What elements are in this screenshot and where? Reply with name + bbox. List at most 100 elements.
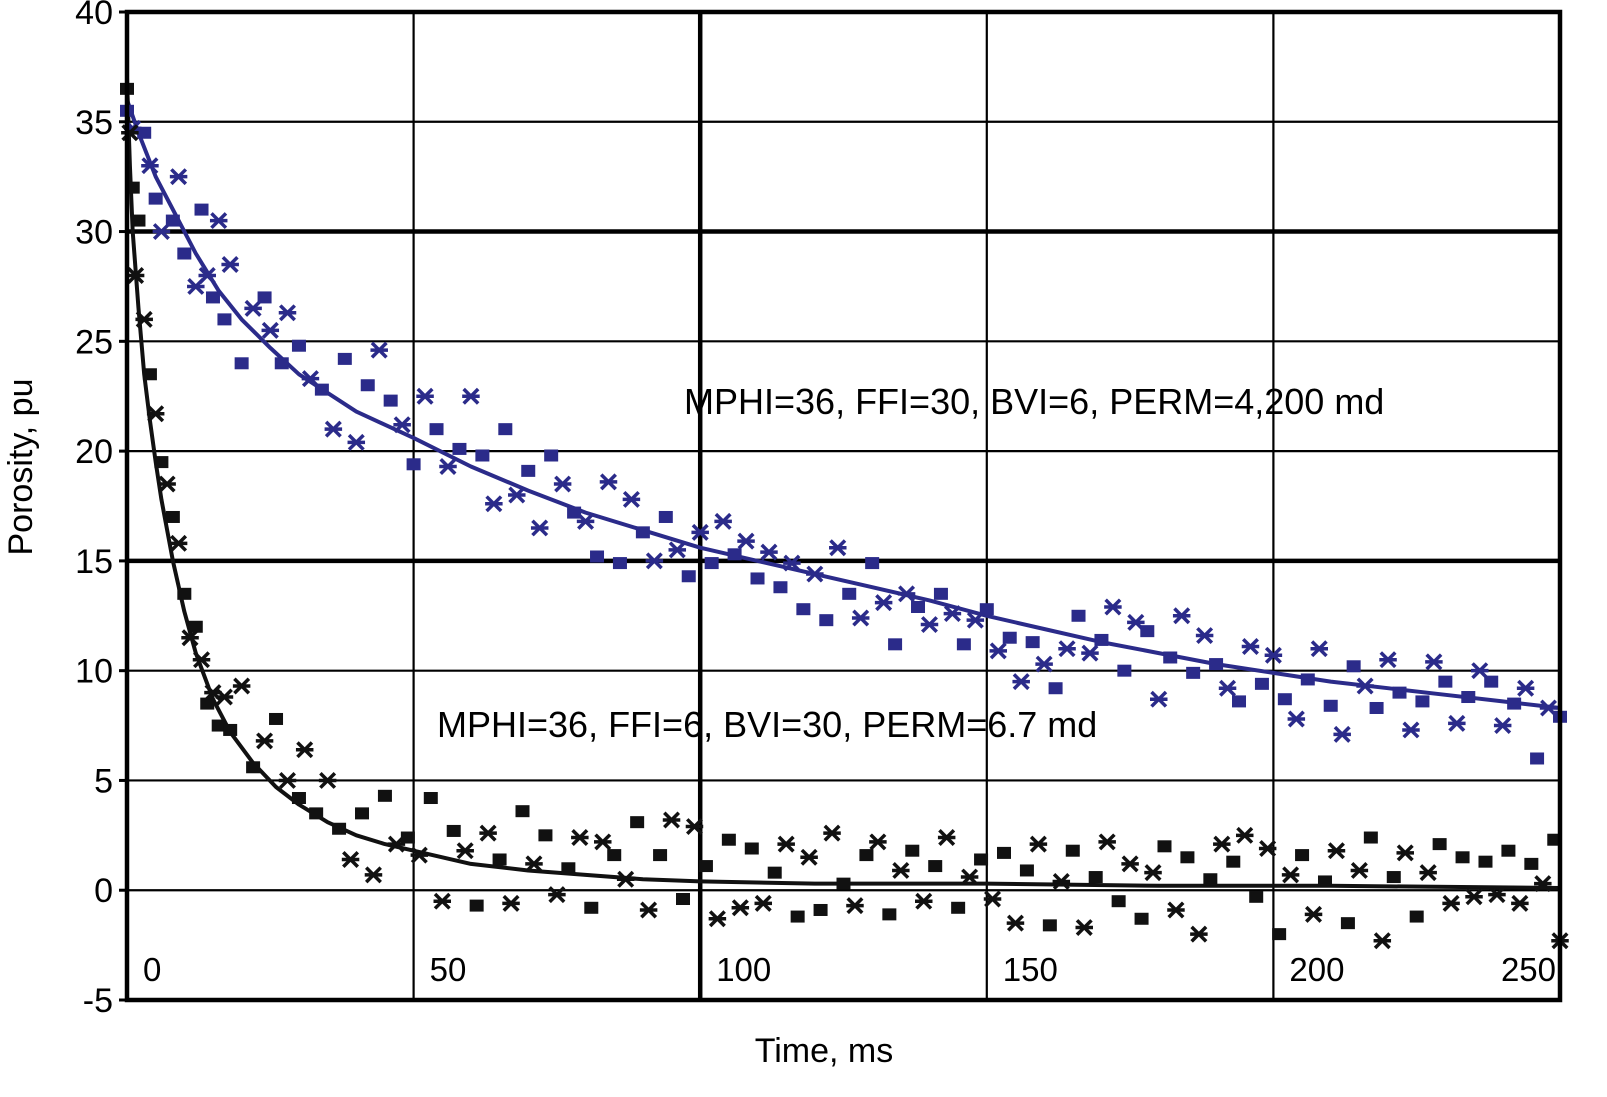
point-s1-76	[859, 849, 874, 862]
point-s0-5	[152, 223, 171, 241]
point-s0-131	[1539, 699, 1558, 717]
point-s0-51	[622, 490, 641, 508]
point-s0-29	[370, 341, 388, 359]
point-s1-5	[135, 310, 153, 328]
point-s1-85	[960, 868, 979, 886]
point-s1-31	[341, 851, 360, 868]
point-s1-32	[355, 807, 370, 820]
point-s0-43	[530, 519, 549, 537]
y-tick-label-7: 5	[94, 762, 113, 800]
point-s1-117	[1327, 842, 1346, 860]
point-s0-105	[1241, 638, 1260, 655]
point-s0-87	[1035, 655, 1053, 673]
point-s1-77	[869, 833, 887, 851]
point-s0-18	[257, 291, 272, 304]
point-s0-121	[1425, 653, 1443, 671]
point-s0-6	[165, 214, 180, 227]
point-s1-129	[1465, 888, 1483, 906]
point-s1-128	[1455, 851, 1470, 864]
point-s1-43	[479, 824, 497, 842]
point-s1-110	[1249, 890, 1264, 903]
point-s0-10	[194, 203, 209, 216]
point-s1-135	[1534, 875, 1552, 893]
point-s1-81	[914, 892, 933, 910]
point-s1-3	[126, 266, 145, 284]
point-s0-71	[851, 609, 870, 627]
point-s1-88	[996, 846, 1011, 859]
point-s1-40	[446, 824, 461, 837]
point-s0-116	[1369, 701, 1384, 714]
point-s1-25	[278, 771, 297, 789]
data-points	[120, 82, 1569, 950]
point-s0-66	[796, 603, 811, 616]
point-s1-127	[1442, 894, 1460, 912]
point-s0-119	[1402, 721, 1420, 739]
point-s1-109	[1235, 826, 1254, 844]
point-s1-120	[1363, 831, 1378, 844]
y-tick-label-9: -5	[83, 982, 113, 1020]
point-s0-114	[1346, 660, 1361, 673]
point-s1-38	[423, 792, 438, 805]
point-s1-119	[1350, 861, 1369, 879]
point-s0-79	[943, 605, 962, 623]
point-s0-112	[1323, 699, 1338, 712]
point-s0-47	[576, 512, 595, 530]
point-s1-102	[1157, 840, 1172, 853]
point-s1-101	[1144, 864, 1162, 882]
point-s1-78	[882, 908, 897, 921]
y-tick-label-4: 20	[75, 433, 113, 471]
point-s1-53	[594, 833, 612, 851]
point-s0-128	[1507, 697, 1522, 710]
point-s0-75	[897, 585, 916, 603]
point-s1-18	[211, 719, 226, 732]
point-s0-15	[221, 256, 239, 273]
point-s1-52	[584, 901, 599, 914]
point-s0-14	[217, 313, 232, 326]
point-s0-96	[1140, 625, 1155, 638]
point-s1-98	[1111, 895, 1126, 908]
point-s0-55	[668, 541, 687, 559]
point-s0-35	[439, 458, 457, 475]
point-s0-39	[485, 495, 503, 513]
point-s0-68	[819, 614, 834, 627]
point-s0-3	[141, 157, 159, 175]
point-s1-8	[154, 456, 169, 469]
point-s0-99	[1172, 607, 1191, 625]
point-s0-85	[1012, 673, 1030, 691]
point-s0-115	[1356, 677, 1374, 695]
point-s1-80	[905, 844, 920, 857]
point-s1-47	[525, 855, 543, 873]
point-s0-13	[209, 212, 228, 230]
point-s1-11	[169, 534, 188, 552]
y-tick-label-0: 40	[75, 0, 113, 32]
point-s0-103	[1218, 679, 1237, 697]
y-tick-label-8: 0	[94, 872, 113, 910]
point-s1-60	[676, 893, 691, 906]
point-s0-92	[1094, 633, 1109, 646]
y-tick-labels: 40 35 30 25 20 15 10 5 0 -5	[75, 0, 127, 1020]
point-s0-67	[806, 565, 824, 583]
point-s0-16	[234, 357, 249, 370]
point-s1-27	[295, 741, 314, 759]
point-s1-4	[131, 214, 146, 227]
point-s1-51	[571, 829, 589, 847]
x-tick-labels: 0 50 100 150 200 250	[143, 951, 1556, 988]
point-s1-34	[377, 789, 392, 802]
point-s0-72	[865, 557, 880, 570]
point-s1-124	[1409, 910, 1424, 923]
point-s0-23	[301, 370, 320, 388]
point-s0-113	[1333, 725, 1351, 743]
point-s0-126	[1484, 675, 1499, 688]
point-s0-129	[1516, 679, 1535, 697]
point-s1-108	[1226, 855, 1241, 868]
point-s0-31	[393, 416, 411, 434]
point-s0-95	[1127, 613, 1145, 631]
point-s1-23	[255, 732, 274, 750]
point-s1-103	[1167, 901, 1185, 919]
point-s1-58	[653, 849, 668, 862]
point-s1-12	[177, 587, 192, 600]
point-s0-44	[544, 449, 559, 462]
point-s0-38	[475, 449, 490, 462]
point-s0-77	[920, 616, 939, 634]
